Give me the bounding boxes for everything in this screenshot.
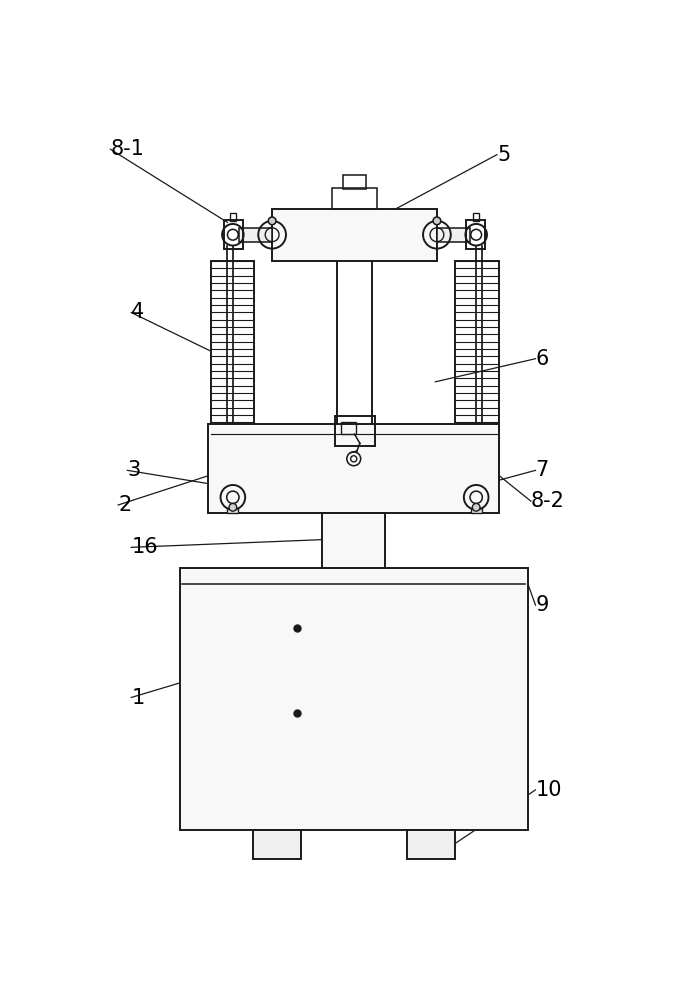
Text: 6: 6 <box>535 349 549 369</box>
Bar <box>332 188 377 209</box>
Bar <box>454 261 498 466</box>
Bar <box>180 568 528 830</box>
Text: 2: 2 <box>118 495 131 515</box>
Bar <box>227 508 238 513</box>
Text: 9: 9 <box>535 595 549 615</box>
Text: 3: 3 <box>128 460 141 480</box>
Text: 8-1: 8-1 <box>110 139 144 159</box>
Bar <box>470 508 482 513</box>
Circle shape <box>473 503 480 511</box>
Text: 16: 16 <box>131 537 158 557</box>
Bar <box>230 213 236 221</box>
Bar <box>343 175 366 189</box>
Bar <box>407 830 454 859</box>
Bar <box>253 830 300 859</box>
Bar <box>272 209 437 261</box>
Bar <box>341 422 356 434</box>
Text: 4: 4 <box>131 302 144 322</box>
Bar <box>322 513 385 570</box>
Bar <box>210 261 254 466</box>
Bar <box>466 220 485 249</box>
Text: 1: 1 <box>131 688 144 708</box>
Circle shape <box>229 503 237 511</box>
Bar <box>335 416 375 446</box>
Circle shape <box>268 217 276 225</box>
Bar <box>208 424 499 513</box>
Text: 10: 10 <box>535 780 562 800</box>
Text: 7: 7 <box>535 460 549 480</box>
Text: 5: 5 <box>497 145 510 165</box>
Bar <box>239 228 272 242</box>
Bar <box>437 228 470 242</box>
Bar <box>473 213 480 221</box>
Circle shape <box>433 217 441 225</box>
Bar <box>224 220 243 249</box>
Text: 8-2: 8-2 <box>531 491 565 511</box>
